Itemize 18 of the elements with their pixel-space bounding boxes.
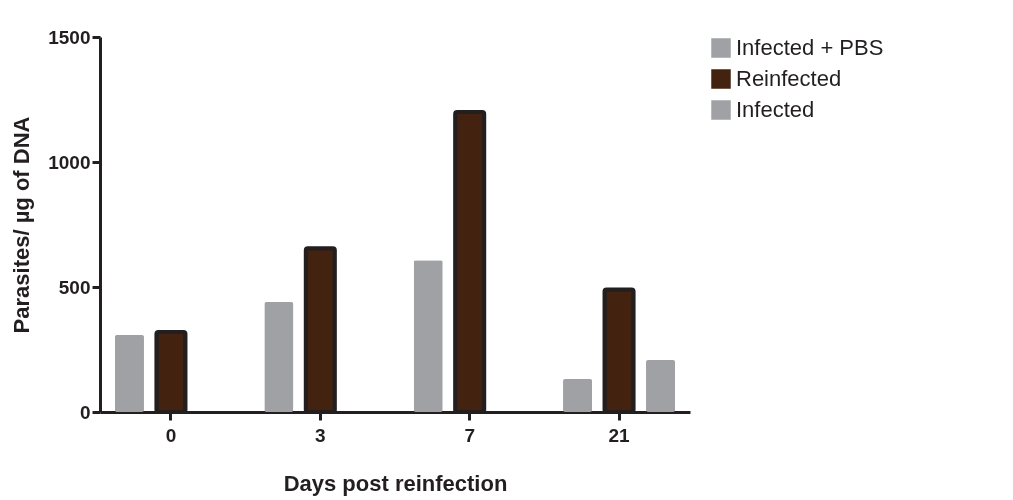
x-tick-label: 0	[165, 424, 177, 446]
bar	[264, 302, 294, 412]
legend-label: Infected	[736, 97, 815, 122]
bar	[646, 360, 676, 412]
y-tick-label: 1500	[48, 26, 91, 48]
x-tick-label: 3	[315, 424, 326, 446]
bar	[413, 260, 443, 412]
x-axis-title: Days post reinfection	[283, 470, 508, 496]
legend-label: Infected + PBS	[736, 35, 884, 60]
y-tick-label: 500	[58, 276, 91, 298]
x-tick-label: 21	[608, 424, 631, 446]
x-tick-label: 7	[464, 424, 475, 446]
bar	[563, 379, 593, 412]
legend-label: Reinfected	[736, 66, 842, 91]
y-axis-title: Parasites/ µg of DNA	[9, 116, 35, 334]
bar	[114, 335, 144, 412]
y-tick-label: 1000	[48, 151, 91, 173]
y-tick-label: 0	[79, 401, 91, 423]
